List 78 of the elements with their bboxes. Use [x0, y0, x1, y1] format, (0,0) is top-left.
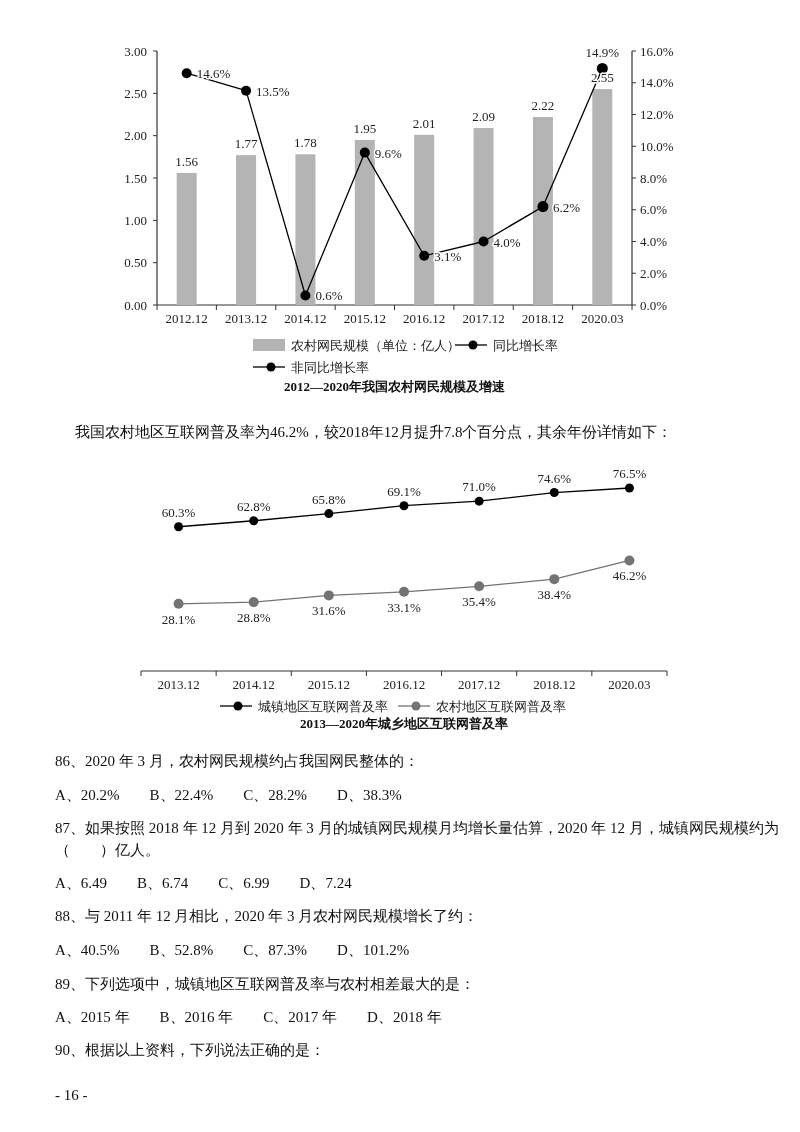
data-label: 76.5%: [612, 466, 647, 481]
x-tick-label: 2018.12: [521, 311, 565, 326]
y2-tick-label: 16.0%: [640, 43, 674, 59]
data-label: 71.0%: [462, 479, 497, 495]
data-label: 62.8%: [236, 498, 271, 514]
data-label: 69.1%: [387, 483, 421, 499]
data-label: 74.6%: [537, 470, 572, 486]
text: 我国农村地区互联网普及率为46.2%，较2018年12月提升7.8个百分点，其余年份详情如下：: [75, 423, 674, 442]
data-label: 2.01: [412, 115, 436, 131]
text: 89、下列选项中，城镇地区互联网普及率与农村相差最大的是：: [55, 975, 476, 994]
data-label: 3.1%: [434, 248, 462, 264]
data-label: 65.8%: [312, 491, 346, 507]
legend-label: 农村网民规模（单位：亿人）: [291, 338, 460, 353]
text: 87、如果按照 2018 年 12 月到 2020 年 3 月的城镇网民规模月均增长量估算，2020 年 12 月，城镇网民规模约为（ ）亿人。: [55, 819, 780, 860]
y2-tick-label: 12.0%: [640, 107, 674, 122]
y2-tick-label: 2.0%: [640, 265, 668, 281]
y-tick-label: 2.00: [124, 128, 147, 144]
x-tick-label: 2012.12: [165, 311, 208, 326]
x-tick-label: 2017.12: [458, 677, 501, 692]
data-label: 38.4%: [537, 587, 572, 603]
legend-label: 农村地区互联网普及率: [436, 699, 566, 714]
data-label: 9.6%: [374, 145, 403, 161]
y-tick-label: 3.00: [124, 43, 147, 59]
y-tick-label: 2.50: [124, 85, 147, 101]
y2-tick-label: 4.0%: [640, 234, 668, 249]
text: 86、2020 年 3 月，农村网民规模约占我国网民整体的：: [55, 752, 420, 771]
x-tick-label: 2015.12: [307, 677, 350, 692]
data-label: 1.77: [234, 136, 258, 152]
data-label: 1.56: [175, 153, 199, 169]
text: 2013—2020年城乡地区互联网普及率: [300, 716, 508, 731]
x-tick-label: 2018.12: [533, 677, 576, 692]
data-label: 28.8%: [236, 610, 271, 626]
text: 2012—2020年我国农村网民规模及增速: [284, 379, 506, 394]
text: A、20.2% B、22.4% C、28.2% D、38.3%: [55, 786, 403, 805]
x-tick-label: 2016.12: [382, 677, 426, 692]
data-label: 1.78: [294, 135, 317, 151]
y-tick-label: 0.50: [124, 255, 147, 271]
data-label: 60.3%: [161, 504, 196, 520]
data-label: 2.22: [531, 98, 555, 114]
data-label: 14.9%: [585, 45, 620, 61]
text: A、2015 年 B、2016 年 C、2017 年 D、2018 年: [55, 1008, 443, 1027]
text: 88、与 2011 年 12 月相比，2020 年 3 月农村网民规模增长了约：: [55, 907, 480, 926]
legend-label: 非同比增长率: [291, 360, 369, 375]
data-label: 14.6%: [196, 66, 231, 82]
x-tick-label: 2020.03: [608, 677, 651, 692]
y2-tick-label: 0.0%: [640, 297, 668, 313]
data-label: 33.1%: [387, 599, 421, 615]
legend-label: 同比增长率: [493, 338, 558, 353]
data-label: 4.0%: [493, 234, 521, 250]
data-label: 28.1%: [161, 611, 196, 627]
y2-tick-label: 14.0%: [640, 75, 674, 91]
data-label: 1.95: [353, 120, 377, 136]
y2-tick-label: 8.0%: [640, 170, 668, 186]
text: 90、根据以上资料，下列说法正确的是：: [55, 1041, 326, 1060]
data-label: 35.4%: [462, 594, 497, 610]
data-label: 31.6%: [312, 603, 346, 619]
data-label: 0.6%: [315, 288, 343, 304]
x-tick-label: 2016.12: [403, 311, 446, 326]
y2-tick-label: 6.0%: [640, 202, 668, 218]
data-label: 46.2%: [612, 568, 647, 584]
x-tick-label: 2013.12: [224, 311, 268, 326]
text: - 16 -: [55, 1086, 89, 1105]
data-label: 2.09: [472, 109, 495, 125]
x-tick-label: 2015.12: [343, 311, 386, 326]
text: A、6.49 B、6.74 C、6.99 D、7.24: [55, 874, 353, 893]
y2-tick-label: 10.0%: [640, 138, 674, 154]
legend-label: 城镇地区互联网普及率: [257, 699, 388, 714]
x-tick-label: 2020.03: [581, 311, 624, 326]
x-tick-label: 2014.12: [232, 677, 275, 692]
y-tick-label: 1.00: [124, 212, 147, 228]
y-tick-label: 0.00: [124, 297, 147, 313]
text: A、40.5% B、52.8% C、87.3% D、101.2%: [55, 941, 411, 960]
x-tick-label: 2017.12: [462, 311, 505, 326]
x-tick-label: 2014.12: [284, 311, 327, 326]
y-tick-label: 1.50: [124, 170, 147, 186]
data-label: 13.5%: [256, 83, 290, 99]
x-tick-label: 2013.12: [157, 677, 200, 692]
data-label: 6.2%: [552, 199, 581, 215]
